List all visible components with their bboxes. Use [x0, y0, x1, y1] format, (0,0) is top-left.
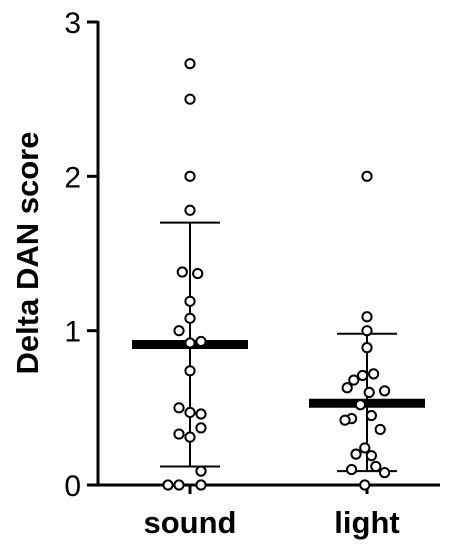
data-point	[379, 467, 391, 479]
data-point	[184, 365, 196, 377]
axes	[87, 20, 440, 494]
data-point	[361, 342, 373, 354]
data-point	[379, 385, 391, 397]
data-point	[370, 460, 382, 473]
data-point	[184, 93, 196, 105]
data-point	[357, 369, 369, 382]
data-points	[162, 58, 391, 491]
data-point	[162, 479, 174, 491]
data-point	[361, 170, 373, 182]
data-point	[361, 311, 373, 323]
data-point	[354, 399, 366, 411]
data-point	[173, 428, 185, 440]
data-point	[365, 450, 377, 462]
data-point	[374, 423, 386, 436]
data-point	[359, 479, 371, 491]
data-point	[184, 58, 196, 70]
data-point	[363, 386, 375, 398]
y-tick-label: 1	[64, 316, 81, 349]
data-point	[184, 295, 196, 307]
y-axis-title: Delta DAN score	[10, 132, 45, 375]
data-point	[195, 479, 207, 491]
data-point	[184, 170, 196, 182]
x-category-label: sound	[144, 505, 237, 540]
data-point	[173, 402, 185, 414]
y-tick-label: 3	[64, 7, 81, 40]
data-point	[184, 431, 196, 443]
data-point	[339, 414, 351, 426]
data-point	[176, 266, 188, 278]
data-point	[361, 325, 373, 337]
data-point	[173, 325, 185, 337]
data-point	[341, 382, 353, 394]
data-point	[184, 312, 196, 324]
x-category-label: light	[334, 505, 399, 540]
data-point	[195, 465, 207, 477]
data-point	[184, 337, 196, 349]
data-point	[173, 479, 185, 491]
data-point	[195, 335, 207, 348]
y-tick-label: 0	[64, 470, 81, 503]
data-point	[348, 374, 360, 386]
data-point	[192, 267, 204, 280]
data-point	[195, 408, 207, 420]
data-point	[350, 448, 362, 460]
data-point	[346, 463, 358, 476]
data-point	[359, 442, 371, 454]
data-point	[368, 368, 380, 380]
data-point	[365, 409, 377, 422]
data-point	[195, 422, 207, 434]
data-point	[184, 204, 196, 216]
labels: Delta DAN score 0 1 2 3 sound light	[10, 7, 400, 540]
data-point	[184, 406, 196, 419]
y-tick-label: 2	[64, 161, 81, 194]
